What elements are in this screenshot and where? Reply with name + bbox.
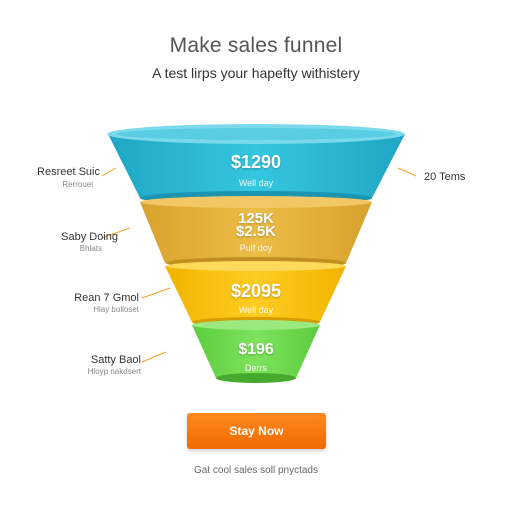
page-title: Make sales funnel — [169, 34, 343, 57]
leader-line — [141, 351, 167, 363]
stage-2-side-sublabel: Bhlats — [79, 244, 102, 253]
stage-2-side-label: Saby Doing — [61, 231, 118, 243]
leader-line — [101, 167, 117, 177]
page-subtitle: A test lirps your hapefty withistery — [152, 65, 360, 81]
stage-3-side-sublabel: Hlay bolloset — [93, 305, 139, 314]
funnel-stage-4 — [192, 320, 320, 383]
stage-4-side-sublabel: Hloyp nakdsert — [87, 367, 141, 376]
stage-4-sublabel: Derrs — [245, 363, 267, 373]
stage-4-side-label: Satty Baol — [90, 354, 141, 366]
leader-line — [101, 227, 131, 239]
stage-1-side-label: Resreet Suic — [37, 166, 100, 178]
funnel-stage-2 — [140, 196, 372, 269]
stage-1-sublabel: Well day — [238, 178, 274, 188]
stage-1-value: $1290 — [230, 152, 282, 172]
stage-3-sublabel: Well day — [238, 305, 274, 315]
stage-2-value: 125K $2.5K — [235, 210, 277, 240]
stage-3-value: $2095 — [230, 281, 282, 301]
stay-now-button[interactable]: Stay Now — [187, 413, 326, 449]
stage-3-side-label: Rean 7 Gmol — [74, 292, 139, 304]
leader-line — [141, 287, 171, 299]
stage-4-value: $196 — [238, 341, 274, 358]
footnote: Gat cool sales soll pnyctads — [194, 465, 318, 476]
leader-line — [397, 167, 417, 177]
stage-2-sublabel: Pulf doy — [239, 243, 273, 253]
right-annotation: 20 Tems — [424, 171, 466, 183]
stage-1-side-sublabel: Rerrouel — [62, 180, 93, 189]
